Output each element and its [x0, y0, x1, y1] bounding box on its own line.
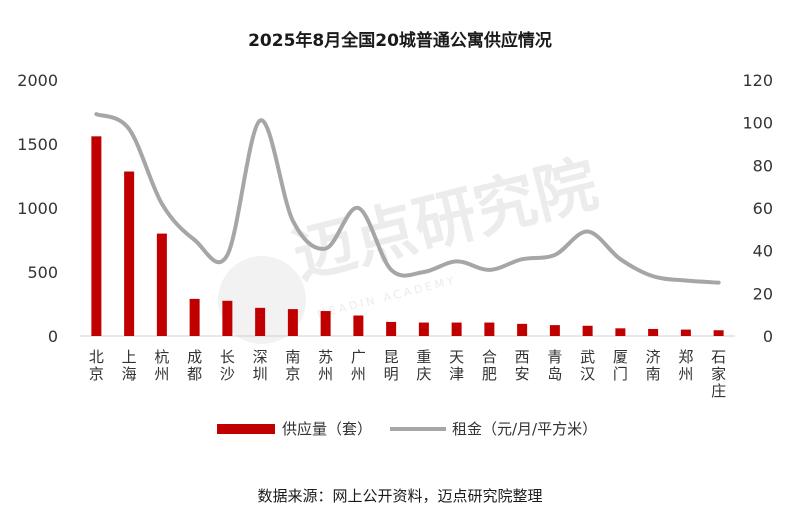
bar [124, 171, 135, 336]
category-label: 长沙 [220, 348, 235, 383]
bar [287, 309, 298, 336]
category-label: 广州 [351, 348, 366, 383]
category-label: 北京 [89, 348, 104, 383]
category-label: 苏州 [318, 348, 333, 383]
bar [386, 321, 397, 336]
category-label: 上海 [122, 348, 137, 383]
y-right-tick-label: 20 [753, 284, 773, 303]
y-left-tick-label: 1500 [17, 135, 58, 154]
category-label: 深圳 [253, 348, 268, 383]
legend-label-rent: 租金（元/月/平方米） [452, 420, 597, 438]
legend-label-supply: 供应量（套） [282, 420, 372, 438]
y-right-tick-label: 60 [753, 199, 773, 218]
bar [320, 311, 331, 336]
bar [680, 329, 691, 336]
bar [615, 328, 626, 336]
y-right-tick-label: 100 [742, 114, 773, 133]
category-label: 昆明 [384, 348, 399, 383]
category-label: 石家庄 [711, 348, 726, 400]
chart-title: 2025年8月全国20城普通公寓供应情况 [248, 30, 552, 51]
bar [517, 323, 528, 336]
category-label: 武汉 [580, 348, 595, 383]
y-axis-left: 0 500 1000 1500 2000 [17, 71, 58, 346]
y-left-tick-label: 500 [27, 263, 58, 282]
category-label: 合肥 [482, 348, 497, 383]
category-label: 成都 [187, 348, 202, 383]
bar [582, 325, 593, 336]
y-left-tick-label: 1000 [17, 199, 58, 218]
legend-swatch-supply [217, 424, 275, 434]
bar [91, 136, 102, 336]
category-label: 西安 [515, 348, 530, 383]
y-left-tick-label: 2000 [17, 71, 58, 90]
bar [222, 300, 233, 336]
legend: 供应量（套） 租金（元/月/平方米） [217, 420, 597, 438]
category-label: 重庆 [416, 348, 431, 383]
bar [156, 233, 167, 336]
bar [713, 330, 724, 336]
category-label: 济南 [646, 348, 661, 383]
y-right-tick-label: 80 [753, 156, 773, 175]
bar [451, 322, 462, 336]
y-axis-right: 0 20 40 60 80 100 120 [742, 71, 773, 346]
category-label: 杭州 [154, 348, 169, 383]
bar [484, 322, 495, 336]
source-note: 数据来源：网上公开资料，迈点研究院整理 [257, 487, 542, 505]
bar [418, 322, 429, 336]
bar [353, 315, 364, 336]
category-label: 天津 [449, 348, 464, 383]
line-series-rent [94, 112, 721, 285]
y-right-tick-label: 40 [753, 242, 773, 261]
y-left-tick-label: 0 [48, 327, 58, 346]
x-axis-categories: 北京上海杭州成都长沙深圳南京苏州广州昆明重庆天津合肥西安青岛武汉厦门济南郑州石家… [89, 348, 726, 400]
bar [189, 298, 200, 336]
y-right-tick-label: 120 [742, 71, 773, 90]
bar [255, 307, 266, 336]
category-label: 厦门 [613, 348, 628, 383]
watermark: 迈点研究院 MEADIN ACADEMY [218, 147, 604, 344]
y-right-tick-label: 0 [763, 327, 773, 346]
category-label: 青岛 [547, 348, 562, 383]
category-label: 郑州 [678, 348, 693, 383]
bar [648, 328, 659, 336]
bar [549, 325, 560, 336]
category-label: 南京 [285, 348, 300, 383]
bar-series [91, 136, 724, 336]
watermark-text: 迈点研究院 [286, 147, 604, 293]
watermark-logo-icon [218, 256, 306, 344]
